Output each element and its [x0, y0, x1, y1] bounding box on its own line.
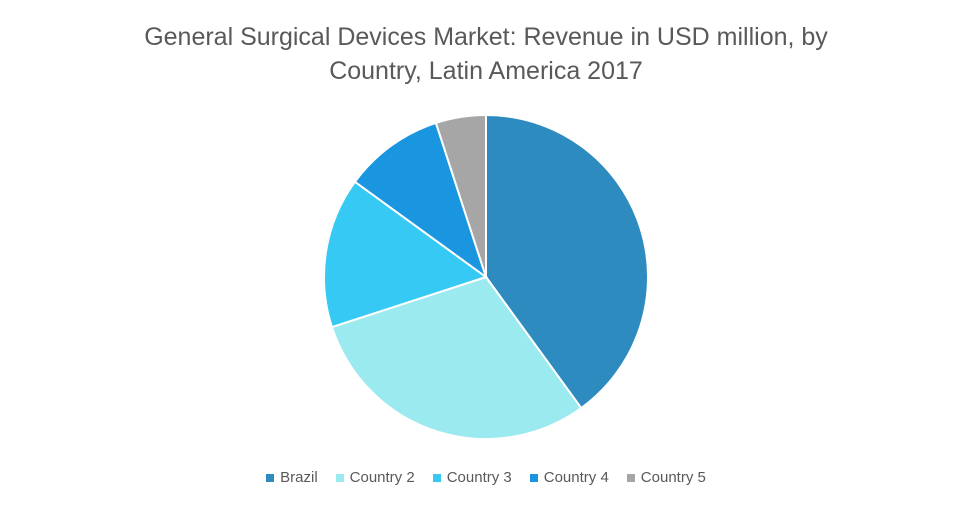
chart-title: General Surgical Devices Market: Revenue…: [144, 23, 828, 85]
pie-slice: [485, 113, 649, 410]
legend-item: Country 3: [432, 469, 512, 486]
pie-slice: [323, 180, 489, 329]
legend-label: Country 4: [543, 469, 609, 486]
legend-item: Brazil: [266, 469, 318, 486]
legend-item: Country 5: [626, 469, 706, 486]
legend-label: Country 3: [446, 469, 512, 486]
pie-slice: [353, 121, 488, 280]
legend-item: Country 2: [335, 469, 415, 486]
legend-swatch: [335, 473, 344, 482]
legend-item: Country 4: [529, 469, 609, 486]
legend-swatch: [432, 473, 441, 482]
legend-swatch: [529, 473, 538, 482]
legend-label: Country 2: [349, 469, 415, 486]
pie-slice: [434, 113, 487, 278]
legend-label: Country 5: [640, 469, 706, 486]
legend-swatch: [626, 473, 635, 482]
legend-label: Brazil: [280, 469, 318, 486]
pie-slice: [330, 275, 583, 440]
legend: Brazil Country 2 Country 3 Country 4 Country…: [0, 469, 972, 486]
legend-swatch: [266, 473, 275, 482]
